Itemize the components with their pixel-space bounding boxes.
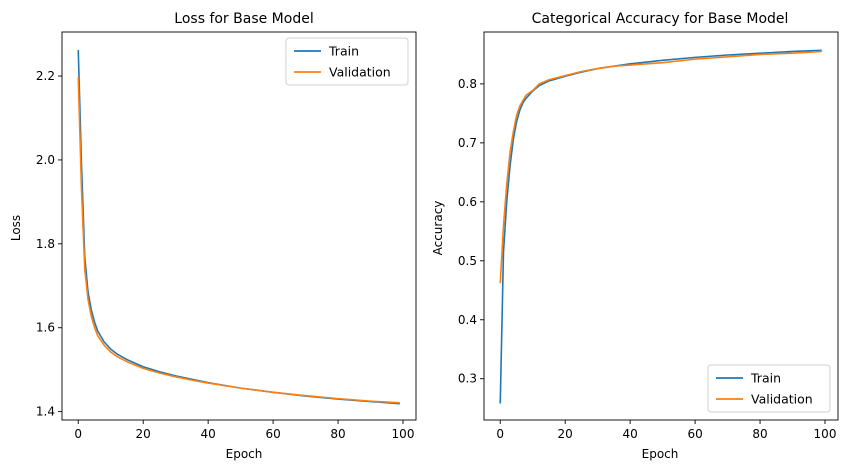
accuracy-x-axis-label: Epoch xyxy=(642,447,679,461)
accuracy-chart: Categorical Accuracy for Base Model Epoc… xyxy=(431,11,839,461)
loss-x-axis-label: Epoch xyxy=(226,447,263,461)
loss-y-tick-label: 2.2 xyxy=(36,69,55,83)
accuracy-y-tick-label: 0.7 xyxy=(458,136,477,150)
accuracy-legend-label-validation: Validation xyxy=(751,392,813,407)
accuracy-series-train-line xyxy=(499,49,822,404)
accuracy-legend xyxy=(707,364,831,413)
loss-y-tick-label: 2.0 xyxy=(36,153,55,167)
loss-y-tick-label: 1.4 xyxy=(36,405,55,419)
accuracy-x-tick-label: 80 xyxy=(752,427,767,441)
loss-x-tick-label: 80 xyxy=(330,427,345,441)
accuracy-y-axis-label: Accuracy xyxy=(431,201,445,256)
loss-chart-title: Loss for Base Model xyxy=(174,11,313,27)
loss-x-tick-label: 60 xyxy=(265,427,280,441)
loss-x-tick-label: 40 xyxy=(201,427,216,441)
accuracy-y-tick-label: 0.5 xyxy=(458,254,477,268)
loss-plot-frame xyxy=(61,31,417,421)
loss-x-tick-label: 20 xyxy=(136,427,151,441)
loss-y-tick-label: 1.8 xyxy=(36,237,55,251)
accuracy-series-validation-line xyxy=(499,50,822,284)
loss-y-axis-label: Loss xyxy=(9,215,23,241)
loss-series-validation-line xyxy=(77,77,400,404)
loss-legend xyxy=(285,37,409,86)
accuracy-x-tick-label: 100 xyxy=(814,427,837,441)
loss-x-tick-label: 0 xyxy=(74,427,82,441)
accuracy-y-tick-label: 0.4 xyxy=(458,313,477,327)
loss-y-tick-label: 1.6 xyxy=(36,321,55,335)
accuracy-y-tick-label: 0.8 xyxy=(458,77,477,91)
accuracy-chart-title: Categorical Accuracy for Base Model xyxy=(532,11,789,27)
accuracy-y-tick-label: 0.3 xyxy=(458,372,477,386)
accuracy-y-tick-label: 0.6 xyxy=(458,195,477,209)
accuracy-x-tick-label: 40 xyxy=(623,427,638,441)
accuracy-x-tick-label: 60 xyxy=(687,427,702,441)
accuracy-x-tick-label: 20 xyxy=(558,427,573,441)
accuracy-legend-label-train: Train xyxy=(750,371,781,386)
accuracy-x-tick-label: 0 xyxy=(496,427,504,441)
loss-x-tick-label: 100 xyxy=(392,427,415,441)
loss-legend-label-train: Train xyxy=(328,44,359,59)
loss-chart: Loss for Base Model Epoch Loss 0 20 40 60 80… xyxy=(9,11,417,461)
loss-legend-label-validation: Validation xyxy=(329,65,391,80)
loss-series-train-line xyxy=(77,50,400,405)
accuracy-plot-frame xyxy=(483,31,839,421)
